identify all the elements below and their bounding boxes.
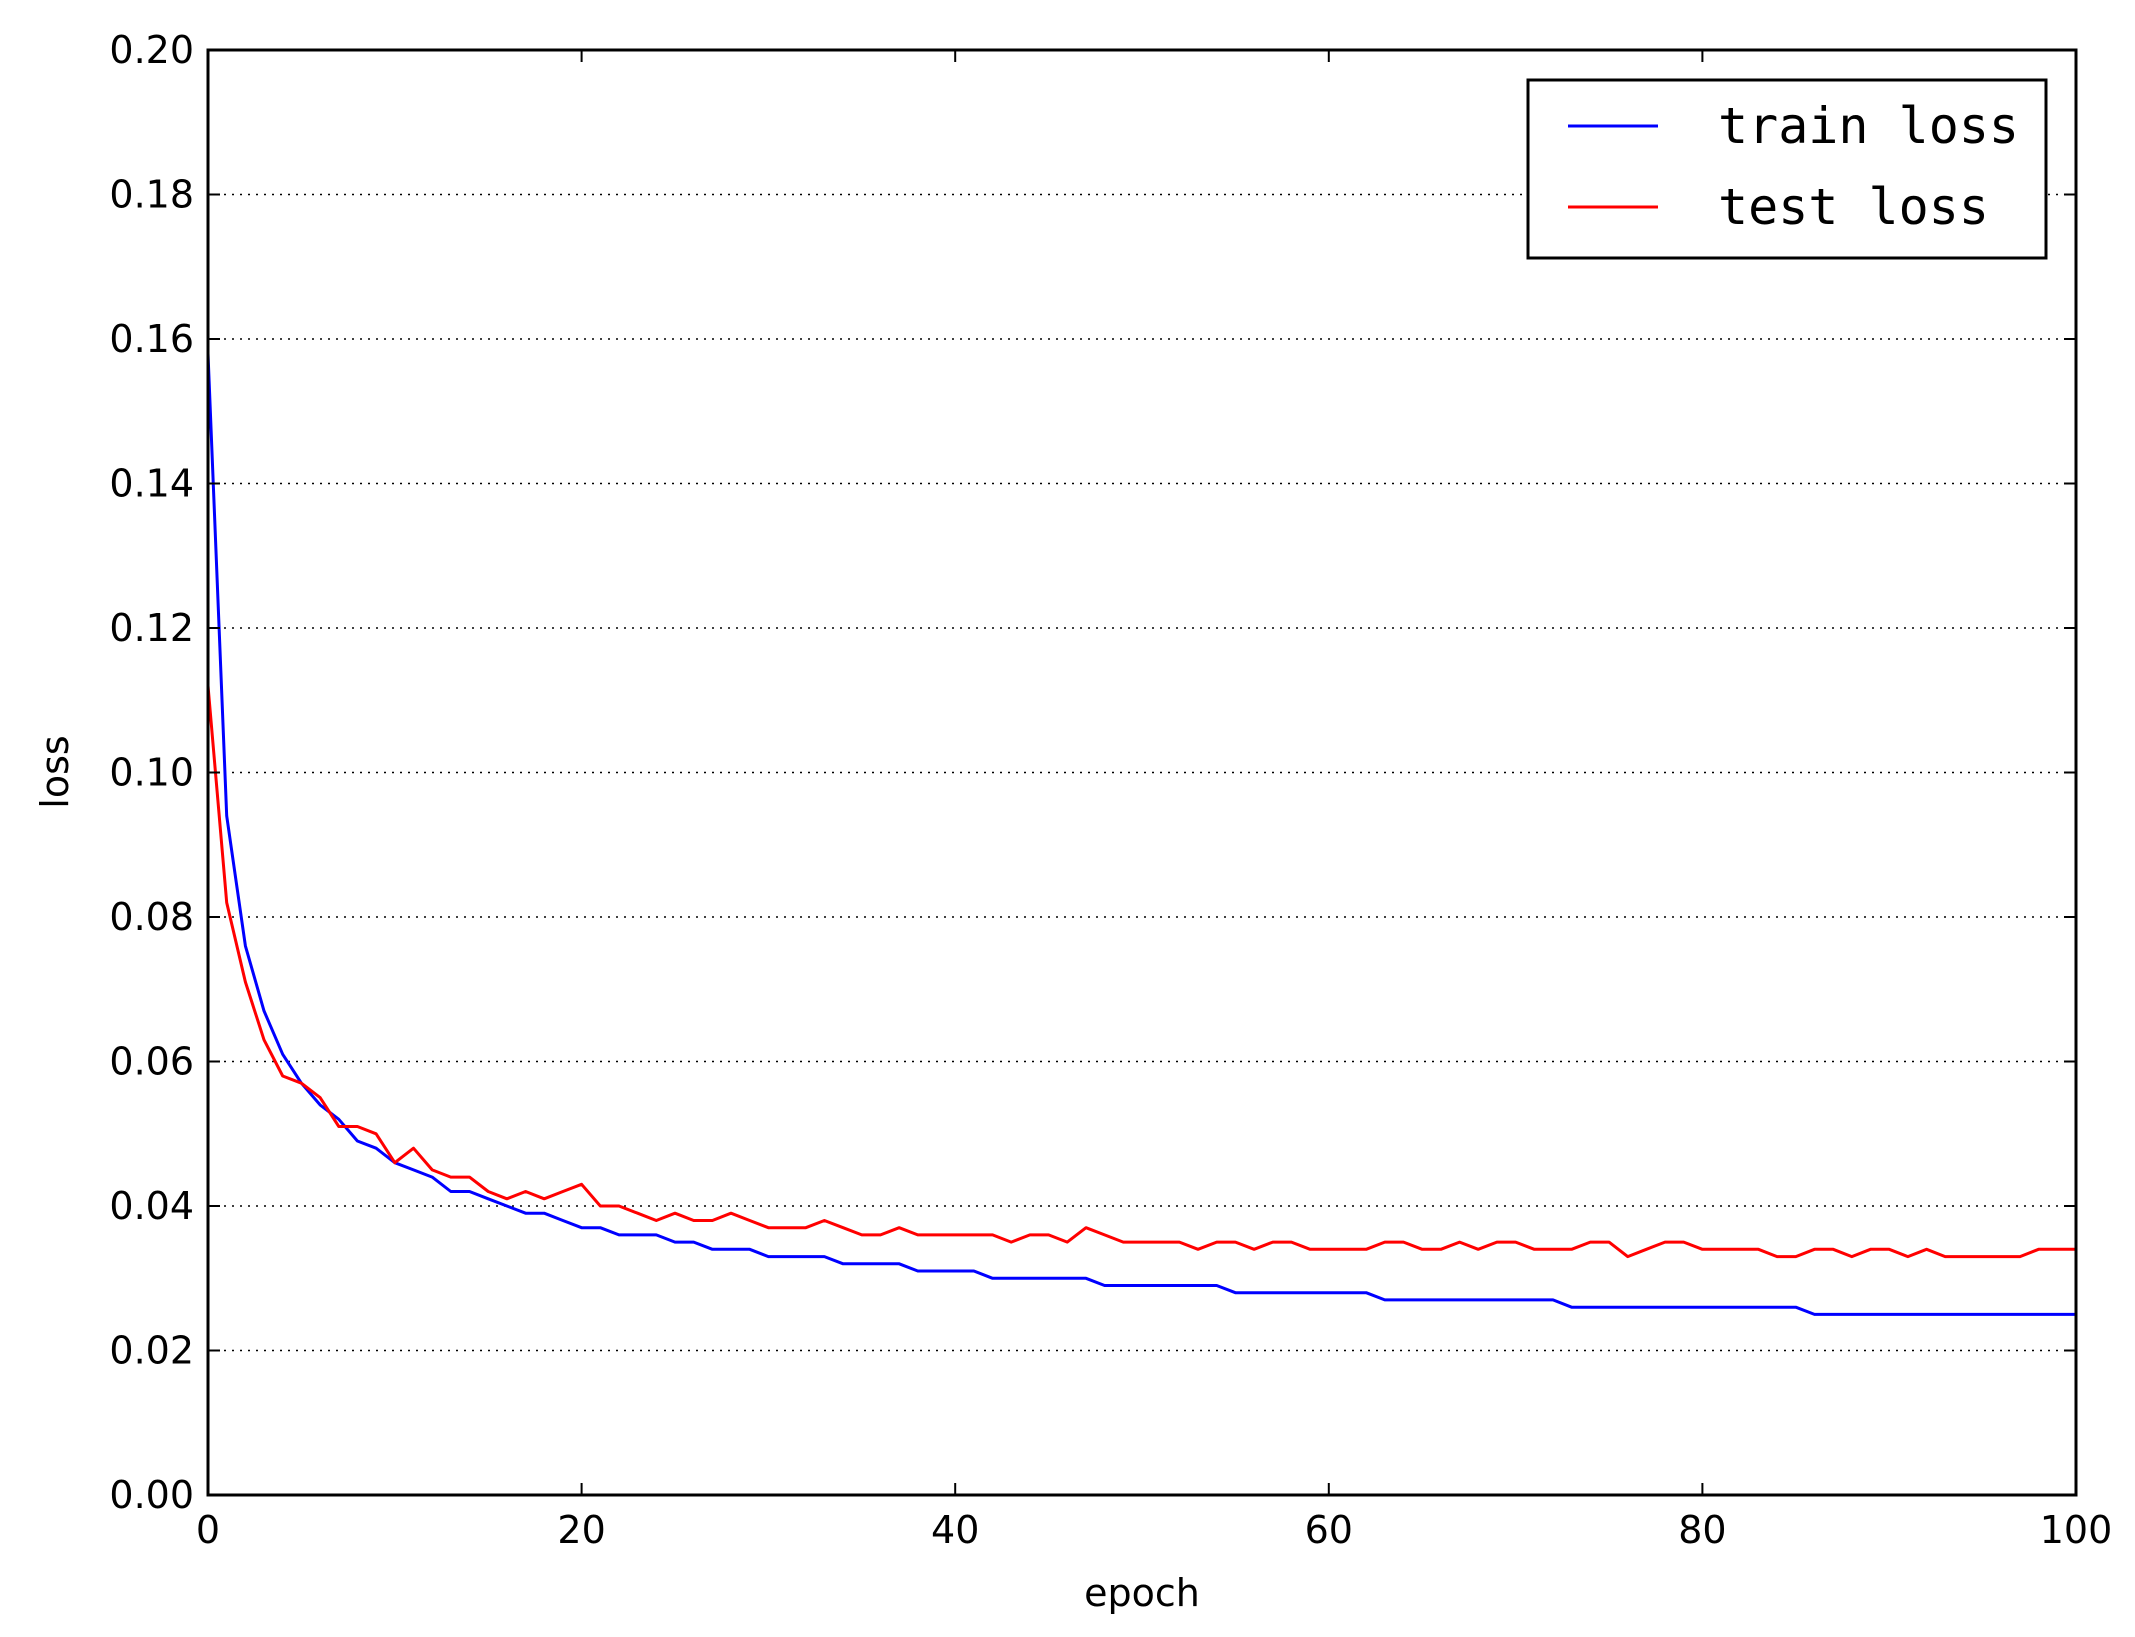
y-tick-label: 0.06 bbox=[109, 1040, 194, 1084]
y-tick-label: 0.10 bbox=[109, 751, 194, 795]
x-tick-label: 60 bbox=[1305, 1508, 1353, 1552]
axis-ticks bbox=[207, 49, 2077, 1496]
x-tick-label: 40 bbox=[931, 1508, 979, 1552]
y-tick-label: 0.14 bbox=[109, 462, 194, 506]
y-tick-label: 0.18 bbox=[109, 173, 194, 217]
tick-labels: 0.00 0.02 0.04 0.06 0.08 0.10 0.12 0.14 0.16 0.18… bbox=[109, 28, 2112, 1552]
legend-box bbox=[1526, 78, 2048, 260]
y-tick-label: 0.20 bbox=[109, 28, 194, 72]
y-tick-label: 0.02 bbox=[109, 1329, 194, 1373]
y-tick-label: 0.12 bbox=[109, 606, 194, 650]
x-axis-title: epoch bbox=[1084, 1571, 1200, 1615]
legend-label-train-loss: train loss bbox=[1718, 97, 2019, 155]
legend-label-test-loss: test loss bbox=[1718, 178, 1989, 236]
x-tick-label: 80 bbox=[1678, 1508, 1726, 1552]
x-tick-label: 0 bbox=[196, 1508, 220, 1552]
series-lines bbox=[206, 353, 2076, 1316]
train-loss-line bbox=[206, 353, 2076, 1316]
x-tick-label: 100 bbox=[2040, 1508, 2113, 1552]
x-tick-label: 20 bbox=[557, 1508, 605, 1552]
test-loss-line bbox=[206, 685, 2076, 1259]
y-axis-title: loss bbox=[33, 735, 77, 808]
y-tick-label: 0.00 bbox=[109, 1473, 194, 1517]
y-tick-label: 0.04 bbox=[109, 1184, 194, 1228]
y-tick-label: 0.16 bbox=[109, 317, 194, 361]
y-tick-label: 0.08 bbox=[109, 895, 194, 939]
legend: train loss test loss bbox=[1526, 78, 2048, 260]
